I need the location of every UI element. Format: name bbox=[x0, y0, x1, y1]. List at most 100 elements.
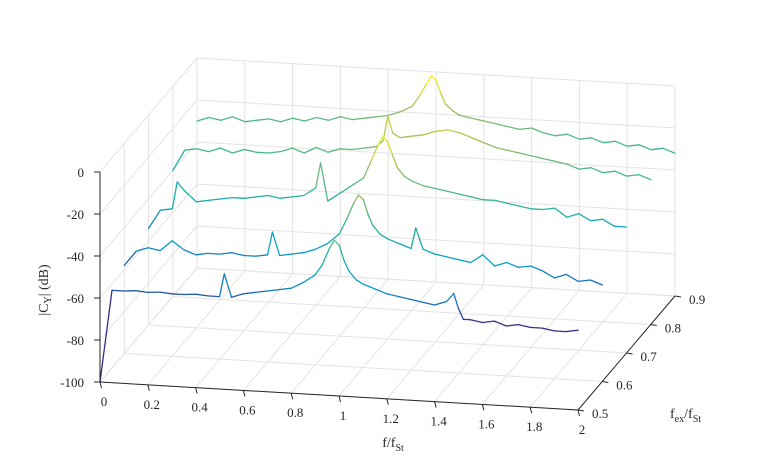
x-tick-label: 0.6 bbox=[239, 402, 256, 417]
z-tick-label: -100 bbox=[60, 375, 84, 390]
series-segment bbox=[553, 273, 568, 279]
series-segment bbox=[171, 240, 185, 251]
series-segment bbox=[321, 247, 331, 266]
z-axis-title: |CY| (dB) bbox=[37, 264, 54, 316]
series-segment bbox=[507, 125, 521, 131]
series-segment bbox=[377, 136, 384, 146]
gridline-z-back bbox=[196, 183, 676, 213]
series-segment bbox=[422, 248, 436, 255]
series-segment bbox=[470, 196, 484, 201]
y-tick bbox=[602, 381, 609, 383]
series-segment bbox=[362, 160, 372, 179]
x-tick-label: 2 bbox=[579, 422, 586, 437]
x-tick bbox=[147, 384, 150, 391]
series-segment bbox=[372, 224, 381, 235]
series-segment bbox=[418, 83, 428, 97]
series-segment bbox=[483, 120, 497, 125]
gridline-floor-y bbox=[196, 267, 676, 297]
series-segment bbox=[482, 199, 496, 202]
series-segment bbox=[279, 147, 293, 153]
series-segment bbox=[196, 116, 210, 122]
series-segment bbox=[230, 293, 245, 298]
x-tick-label: 0 bbox=[101, 394, 108, 409]
series-segment bbox=[494, 261, 508, 267]
series-segment bbox=[338, 244, 345, 261]
series-segment bbox=[626, 144, 640, 147]
x-tick bbox=[195, 387, 198, 394]
series-segment bbox=[435, 129, 449, 132]
series-line-0.8 bbox=[172, 115, 652, 181]
series-segment bbox=[363, 146, 377, 149]
series-segment bbox=[471, 117, 485, 122]
series-segment bbox=[351, 147, 365, 151]
series-segment bbox=[219, 196, 233, 200]
series-segment bbox=[267, 194, 281, 199]
series-segment bbox=[243, 254, 257, 257]
series-segment bbox=[602, 140, 616, 144]
x-tick-label: 1 bbox=[340, 408, 347, 423]
series-segment bbox=[195, 199, 209, 203]
series-segment bbox=[458, 193, 472, 198]
label-layer: |CY| (dB) f/fSt fex/fSt bbox=[37, 264, 701, 454]
series-segment bbox=[172, 149, 186, 172]
series-segment bbox=[614, 140, 628, 147]
series-segment bbox=[362, 283, 376, 290]
series-segment bbox=[315, 162, 322, 189]
z-tick-label: -60 bbox=[67, 291, 84, 306]
series-segment bbox=[386, 140, 393, 156]
series-segment bbox=[231, 148, 246, 154]
series-segment bbox=[530, 127, 545, 134]
z-tick-label: -80 bbox=[67, 333, 84, 348]
gridline-floor-y bbox=[148, 324, 627, 354]
series-segment bbox=[387, 115, 394, 134]
series-segment bbox=[350, 177, 365, 187]
series-segment bbox=[391, 153, 398, 169]
series-segment bbox=[434, 253, 448, 258]
series-segment bbox=[505, 323, 519, 327]
series-segment bbox=[219, 147, 234, 154]
series-segment bbox=[470, 136, 485, 144]
series-segment bbox=[111, 289, 125, 292]
series-segment bbox=[363, 116, 377, 119]
y-tick-label: 0.7 bbox=[641, 349, 658, 364]
series-line-0.5 bbox=[99, 239, 579, 383]
series-segment bbox=[314, 242, 329, 250]
series-segment bbox=[302, 274, 316, 284]
series-segment bbox=[206, 295, 221, 298]
series-segment bbox=[542, 157, 556, 163]
series-segment bbox=[338, 218, 348, 235]
series-segment bbox=[519, 127, 533, 131]
series-segment bbox=[254, 290, 268, 294]
z-tick-label: -20 bbox=[67, 207, 84, 222]
series-segment bbox=[291, 117, 306, 122]
x-tick-label: 1.8 bbox=[526, 419, 542, 434]
gridline-z-back bbox=[196, 57, 676, 87]
series-segment bbox=[339, 185, 353, 195]
series-segment bbox=[375, 114, 389, 118]
series-segment bbox=[159, 291, 173, 295]
series-segment bbox=[566, 133, 581, 140]
series-segment bbox=[440, 92, 447, 105]
series-segment bbox=[223, 273, 233, 298]
series-segment bbox=[554, 133, 569, 137]
series-segment bbox=[542, 207, 556, 211]
series-line-0.9 bbox=[196, 75, 676, 154]
series-segment bbox=[481, 320, 495, 324]
series-segment bbox=[613, 225, 628, 228]
gridline-z-side bbox=[99, 57, 198, 173]
series-segment bbox=[517, 323, 531, 329]
series-segment bbox=[271, 231, 281, 257]
series-segment bbox=[529, 326, 543, 329]
series-segment bbox=[430, 75, 437, 82]
series-segment bbox=[266, 231, 274, 256]
x-tick bbox=[386, 398, 389, 405]
data-layer bbox=[99, 75, 676, 383]
series-segment bbox=[333, 239, 340, 246]
series-segment bbox=[357, 194, 364, 201]
series-segment bbox=[566, 163, 580, 170]
series-segment bbox=[123, 250, 137, 266]
series-segment bbox=[387, 111, 401, 117]
series-segment bbox=[255, 194, 269, 198]
series-segment bbox=[171, 293, 185, 296]
series-segment bbox=[315, 116, 330, 121]
